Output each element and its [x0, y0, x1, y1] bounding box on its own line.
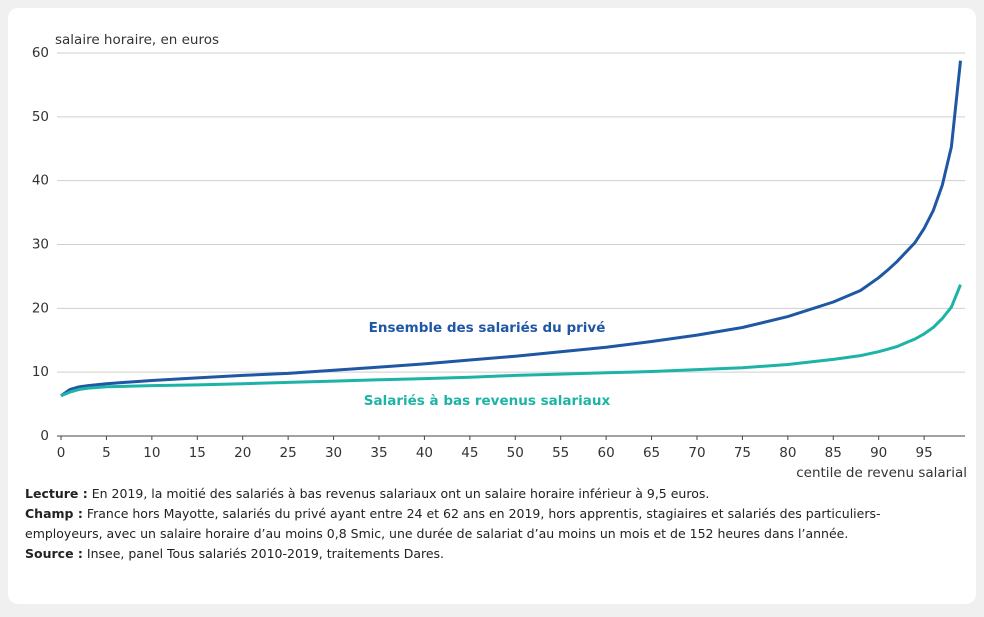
x-tick-label: 0 [57, 445, 66, 461]
chart: salaire horaire, en euros centile de rev… [32, 32, 967, 480]
x-tick-label: 70 [688, 445, 705, 461]
x-tick-label: 45 [461, 445, 478, 461]
series-label: Salariés à bas revenus salariaux [364, 393, 611, 409]
x-tick-label: 10 [143, 445, 160, 461]
x-tick-label: 5 [102, 445, 111, 461]
x-tick-label: 90 [870, 445, 887, 461]
x-tick-label: 60 [598, 445, 615, 461]
y-tick-label: 20 [32, 300, 49, 316]
note-text: Insee, panel Tous salariés 2010-2019, tr… [86, 546, 445, 561]
note-text: En 2019, la moitié des salariés à bas re… [91, 486, 710, 501]
x-tick-label: 25 [280, 445, 297, 461]
x-tick-label: 20 [234, 445, 251, 461]
card [8, 8, 976, 604]
y-tick-label: 50 [32, 109, 49, 125]
y-axis-label: salaire horaire, en euros [55, 32, 219, 48]
note: Lecture : En 2019, la moitié des salariés… [25, 484, 925, 504]
x-tick-label: 40 [416, 445, 433, 461]
note: Source : Insee, panel Tous salariés 2010-… [25, 544, 925, 564]
note-label: Champ : [25, 506, 83, 521]
y-tick-label: 40 [32, 173, 49, 189]
x-tick-label: 30 [325, 445, 342, 461]
x-tick-label: 50 [507, 445, 524, 461]
x-tick-label: 15 [189, 445, 206, 461]
series-line [60, 60, 962, 398]
x-tick-label: 35 [370, 445, 387, 461]
x-tick-label: 75 [734, 445, 751, 461]
series-label: Ensemble des salariés du privé [369, 320, 606, 336]
x-tick-label: 85 [825, 445, 842, 461]
y-tick-label: 0 [40, 428, 49, 444]
notes: Lecture : En 2019, la moitié des salariés… [25, 484, 925, 564]
x-tick-label: 80 [779, 445, 796, 461]
note-label: Lecture : [25, 486, 88, 501]
y-tick-label: 10 [32, 364, 49, 380]
y-tick-label: 60 [32, 45, 49, 61]
x-tick-label: 55 [552, 445, 569, 461]
note: Champ : France hors Mayotte, salariés du … [25, 504, 925, 544]
note-label: Source : [25, 546, 83, 561]
note-text: France hors Mayotte, salariés du privé a… [25, 506, 881, 541]
x-tick-label: 95 [916, 445, 933, 461]
y-tick-label: 30 [32, 237, 49, 253]
series-line [60, 284, 962, 398]
x-axis-label: centile de revenu salarial [796, 465, 967, 480]
x-tick-label: 65 [643, 445, 660, 461]
